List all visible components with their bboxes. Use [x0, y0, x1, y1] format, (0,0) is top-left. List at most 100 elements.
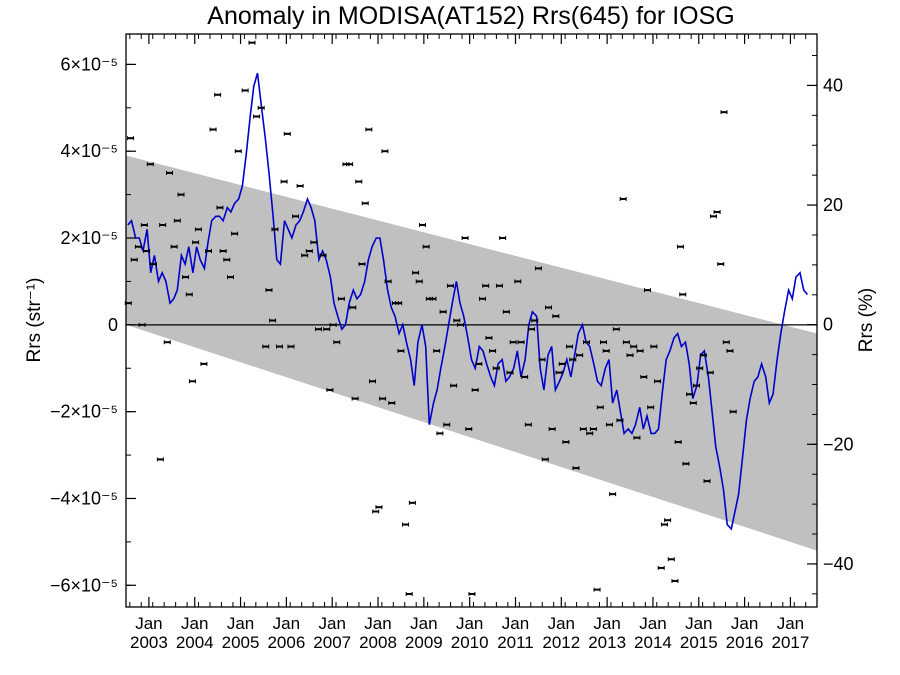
x-tick-month: Jan — [731, 614, 758, 633]
data-point — [333, 340, 341, 345]
x-tick-month: Jan — [273, 614, 300, 633]
data-point — [475, 361, 483, 366]
data-point — [703, 479, 711, 484]
data-point — [262, 344, 270, 349]
x-tick-year: 2008 — [359, 633, 397, 652]
data-point — [265, 288, 273, 293]
y2-tick-label: 20 — [823, 195, 843, 215]
data-point — [412, 270, 420, 275]
data-point — [422, 244, 430, 249]
data-point — [489, 348, 497, 353]
x-tick-year: 2015 — [680, 633, 718, 652]
data-point — [226, 275, 234, 280]
data-point — [457, 322, 465, 327]
x-tick-year: 2006 — [267, 633, 305, 652]
data-point — [194, 227, 202, 232]
data-point — [351, 396, 359, 401]
data-point — [471, 387, 479, 392]
data-point — [408, 500, 416, 505]
data-point — [674, 440, 682, 445]
x-tick-month: Jan — [410, 614, 437, 633]
data-point — [538, 357, 546, 362]
series-line — [127, 72, 809, 531]
data-point — [319, 253, 327, 258]
data-point — [257, 105, 265, 110]
data-point — [182, 275, 190, 280]
data-point — [726, 348, 734, 353]
data-point — [671, 578, 679, 583]
data-point — [722, 340, 730, 345]
x-tick-year: 2004 — [176, 633, 214, 652]
plot-frame — [125, 33, 818, 608]
data-point — [495, 283, 503, 288]
data-point — [468, 591, 476, 596]
data-point — [283, 131, 291, 136]
data-point — [609, 492, 617, 497]
y-tick-label: 4×10⁻⁵ — [60, 141, 118, 161]
data-point — [528, 327, 536, 332]
data-point — [616, 418, 624, 423]
data-point — [170, 244, 178, 249]
data-point — [531, 318, 539, 323]
data-point — [450, 383, 458, 388]
data-point — [583, 340, 591, 345]
data-point — [630, 344, 638, 349]
data-point — [301, 253, 309, 258]
data-point — [248, 40, 256, 45]
data-point — [572, 466, 580, 471]
data-point — [660, 522, 668, 527]
x-tick-month: Jan — [364, 614, 391, 633]
data-point — [541, 457, 549, 462]
y-tick-label: −2×10⁻⁵ — [50, 402, 118, 422]
data-point — [555, 370, 563, 375]
data-point — [314, 327, 322, 332]
data-point — [446, 283, 454, 288]
data-point — [429, 296, 437, 301]
chart-title: Anomaly in MODISA(AT152) Rrs(645) for IO… — [207, 2, 734, 30]
data-point — [679, 292, 687, 297]
x-tick-year: 2003 — [130, 633, 168, 652]
data-point — [633, 435, 641, 440]
x-tick-year: 2012 — [542, 633, 580, 652]
data-point — [402, 522, 410, 527]
data-point — [514, 279, 522, 284]
data-point — [593, 587, 601, 592]
data-point — [720, 110, 728, 115]
data-point — [381, 149, 389, 154]
series-layer — [124, 40, 809, 596]
data-point — [566, 344, 574, 349]
data-point — [643, 288, 651, 293]
x-tick-year: 2014 — [634, 633, 672, 652]
data-point — [369, 379, 377, 384]
data-point — [329, 322, 337, 327]
x-tick-month: Jan — [639, 614, 666, 633]
data-point — [676, 244, 684, 249]
data-point — [596, 405, 604, 410]
x-tick-month: Jan — [135, 614, 162, 633]
data-point — [216, 205, 224, 210]
data-point — [562, 440, 570, 445]
data-point — [337, 296, 345, 301]
data-point — [358, 262, 366, 267]
data-point — [379, 396, 387, 401]
data-point — [346, 162, 354, 167]
data-point — [650, 344, 658, 349]
data-point — [219, 249, 227, 254]
data-point — [619, 196, 627, 201]
data-point — [323, 327, 331, 332]
y2-tick-label: 40 — [823, 75, 843, 95]
data-point — [209, 127, 217, 132]
data-point — [622, 340, 630, 345]
data-point — [200, 361, 208, 366]
x-tick-month: Jan — [181, 614, 208, 633]
data-point — [163, 340, 171, 345]
x-tick-year: 2007 — [313, 633, 351, 652]
data-point — [657, 565, 665, 570]
data-point — [231, 231, 239, 236]
data-point — [395, 301, 403, 306]
data-point — [682, 461, 690, 466]
data-point — [234, 149, 242, 154]
x-tick-month: Jan — [593, 614, 620, 633]
data-point — [485, 335, 493, 340]
data-point — [579, 427, 587, 432]
